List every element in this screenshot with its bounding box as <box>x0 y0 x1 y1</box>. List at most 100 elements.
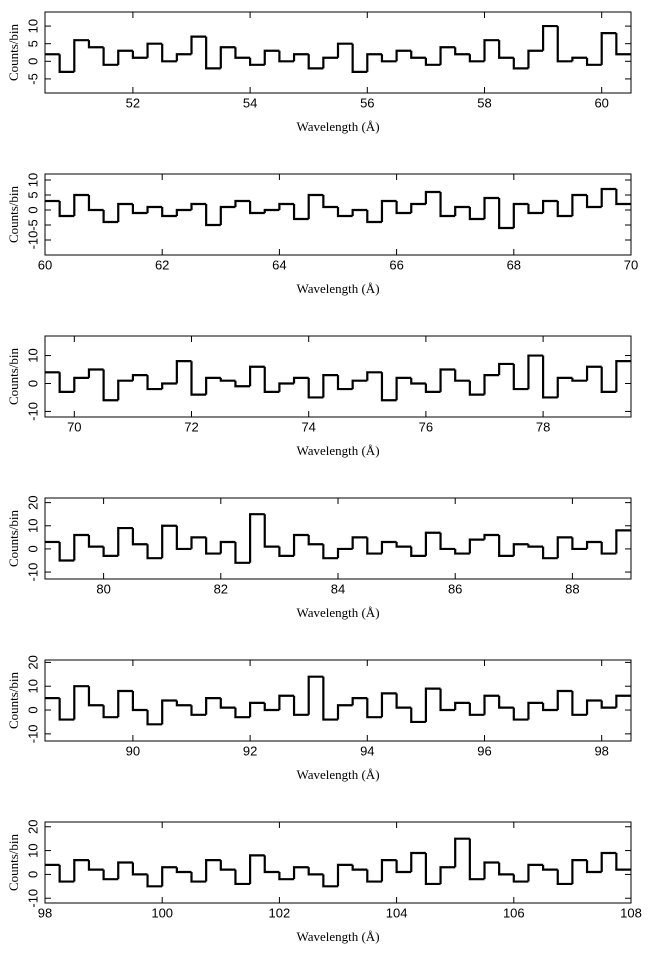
x-tick-label: 98 <box>594 743 608 758</box>
histogram-step <box>424 190 441 204</box>
histogram-step <box>263 702 280 712</box>
x-axis-label: Wavelength (Å) <box>296 929 379 944</box>
x-tick-label: 92 <box>243 743 257 758</box>
histogram-step <box>395 693 412 709</box>
y-axis-label: Counts/bin <box>6 671 21 729</box>
histogram-step <box>527 204 544 215</box>
histogram-step <box>527 354 544 390</box>
histogram-step <box>542 702 558 712</box>
histogram-step <box>73 859 89 882</box>
y-tick-label: 20 <box>25 820 40 834</box>
histogram-step <box>556 376 573 398</box>
histogram-step <box>102 869 119 881</box>
histogram-step <box>161 699 177 725</box>
histogram-step <box>161 866 177 887</box>
histogram-step <box>131 374 148 381</box>
histogram-step <box>307 54 324 70</box>
histogram-step <box>600 851 617 873</box>
histogram-step <box>234 541 251 564</box>
y-tick-label: 10 <box>25 679 40 693</box>
histogram-step <box>468 838 485 881</box>
x-tick-label: 94 <box>360 743 374 758</box>
histogram-step <box>439 688 456 712</box>
histogram-step <box>454 701 470 711</box>
y-tick-label: 5 <box>25 40 40 47</box>
x-axis-label: Wavelength (Å) <box>296 605 379 620</box>
y-tick-label: -10 <box>25 724 40 743</box>
y-tick-label: 20 <box>25 655 40 669</box>
histogram-step <box>307 377 324 399</box>
histogram-step <box>219 698 236 709</box>
x-tick-label: 54 <box>243 95 257 110</box>
histogram-step <box>439 46 456 65</box>
histogram-step <box>542 24 558 51</box>
x-tick-label: 66 <box>389 257 403 272</box>
histogram-step <box>161 382 177 390</box>
histogram-step <box>146 874 163 888</box>
histogram-step <box>439 866 456 884</box>
histogram-step <box>190 705 207 716</box>
histogram-step <box>527 701 544 720</box>
histogram-step <box>600 700 617 709</box>
histogram-step <box>600 187 617 207</box>
y-axis-label: Counts/bin <box>6 833 21 891</box>
x-tick-label: 70 <box>624 257 638 272</box>
histogram-step <box>234 869 251 886</box>
histogram-step <box>483 861 500 880</box>
x-tick-label: 106 <box>503 905 525 920</box>
x-tick-label: 100 <box>151 905 173 920</box>
x-tick-label: 58 <box>477 95 491 110</box>
histogram-step <box>380 199 397 222</box>
histogram-step <box>542 864 558 871</box>
histogram-step <box>556 26 573 63</box>
histogram-step <box>292 533 309 556</box>
histogram-step <box>175 360 192 384</box>
y-tick-label: 0 <box>25 206 40 213</box>
x-tick-label: 108 <box>620 905 642 920</box>
histogram-step <box>585 195 602 209</box>
x-tick-label: 52 <box>126 95 140 110</box>
y-tick-label: 10 <box>25 348 40 362</box>
histogram-step <box>219 540 236 554</box>
histogram-step <box>512 363 529 391</box>
histogram-step <box>146 375 163 391</box>
histogram-step <box>351 536 368 549</box>
histogram-step <box>102 369 119 402</box>
histogram-step <box>292 376 309 384</box>
histogram-step <box>380 692 397 718</box>
histogram-step <box>175 53 192 62</box>
histogram-step <box>424 531 441 556</box>
histogram-step <box>205 36 221 70</box>
histogram-step <box>263 208 280 213</box>
histogram-step <box>556 689 573 711</box>
histogram-step <box>410 50 426 59</box>
histogram-step <box>175 700 192 707</box>
histogram-step <box>600 366 617 393</box>
x-tick-label: 88 <box>565 581 579 596</box>
histogram-step <box>410 707 426 724</box>
panel: 80 82 84 86 88 -10 0 10 20 Wavelength (Å) Counts/b… <box>6 495 632 620</box>
histogram-step <box>131 690 148 712</box>
histogram-step <box>102 546 119 557</box>
x-tick-label: 90 <box>126 743 140 758</box>
histogram-step <box>439 368 456 392</box>
y-axis-label: Counts/bin <box>6 347 21 405</box>
histogram-step <box>439 192 456 218</box>
histogram-step <box>307 867 324 876</box>
histogram-step <box>380 54 397 63</box>
histogram-step <box>117 379 133 401</box>
x-tick-label: 56 <box>360 95 374 110</box>
histogram-step <box>395 376 412 401</box>
histogram-step <box>468 538 485 554</box>
histogram-step <box>73 39 89 72</box>
histogram-step <box>175 525 192 551</box>
histogram-step <box>571 690 588 716</box>
histogram-step <box>117 202 133 222</box>
histogram-step <box>380 372 397 402</box>
histogram-step <box>424 383 441 393</box>
histogram-step <box>263 366 280 393</box>
histogram-step <box>366 210 382 224</box>
histogram-step <box>571 377 588 382</box>
histogram-step <box>498 535 514 557</box>
histogram-step <box>483 196 500 219</box>
